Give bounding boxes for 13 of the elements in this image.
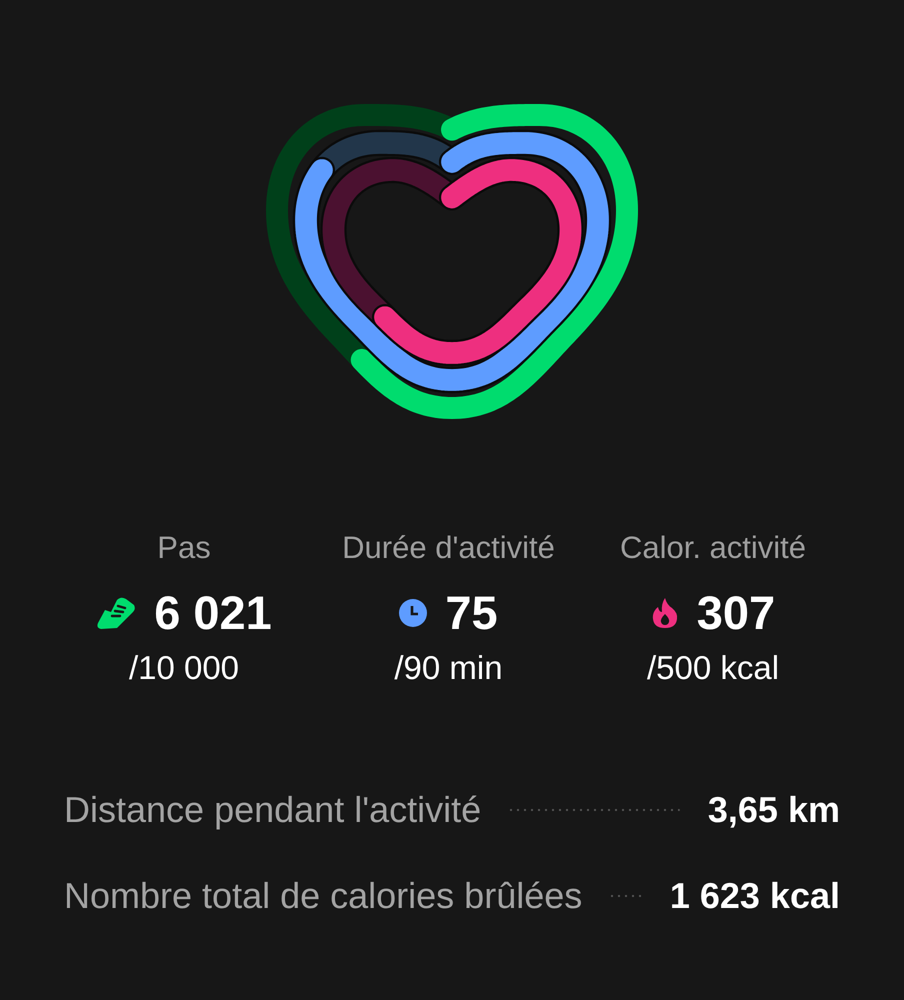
- category-label: Pas: [156, 529, 212, 567]
- text: Nombre total de calories brûlées: [64, 875, 582, 917]
- category-label: Calor. activité: [618, 529, 808, 567]
- text: Distance pendant l'activité: [64, 789, 482, 831]
- text: 3,65 km: [708, 789, 840, 831]
- data-label: 6 021: [154, 586, 272, 640]
- data-label: /10 000: [128, 649, 240, 687]
- data-label: 307: [696, 586, 776, 640]
- data-label: /500 kcal: [646, 649, 780, 687]
- data-label: /90 min: [393, 649, 504, 687]
- text: 1 623 kcal: [670, 875, 840, 917]
- data-label: 75: [445, 586, 498, 640]
- category-label: Durée d'activité: [341, 529, 556, 567]
